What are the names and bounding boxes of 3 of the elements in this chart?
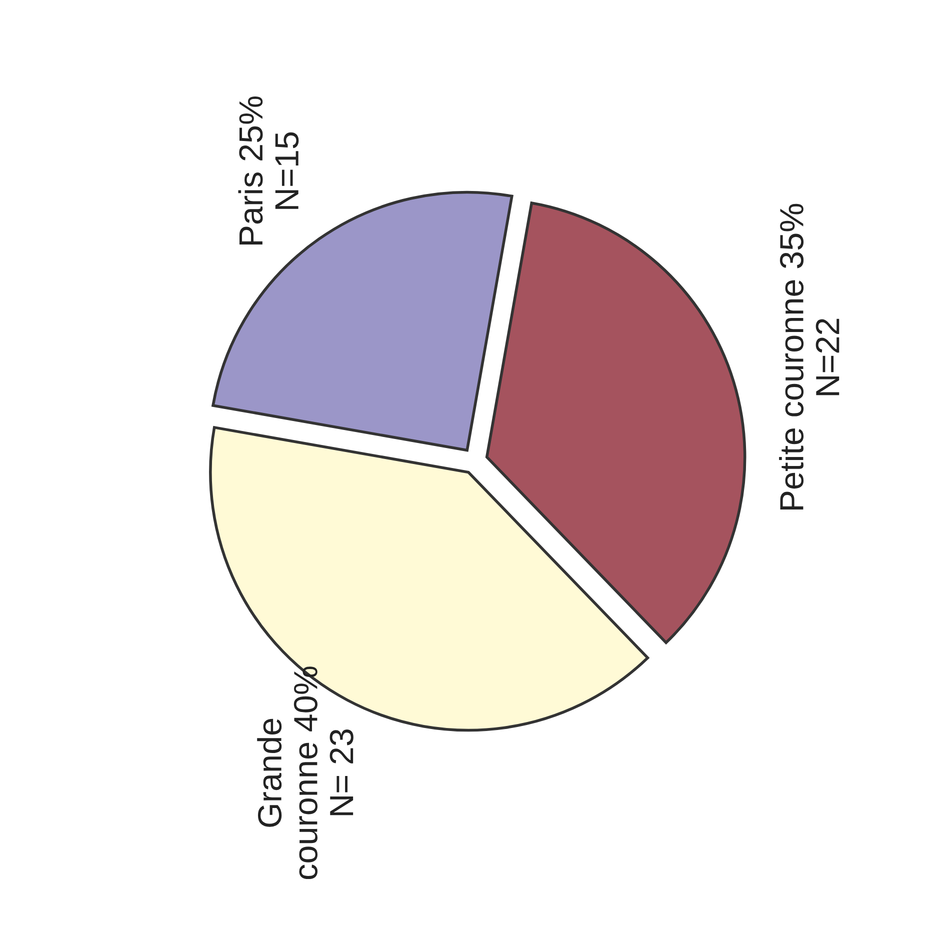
slice-label: Grande couronne 40% N= 23 <box>257 666 354 880</box>
slice-label: Paris 25% N=15 <box>238 96 299 245</box>
slice-label: Petite couronne 35% N=22 <box>779 204 840 510</box>
